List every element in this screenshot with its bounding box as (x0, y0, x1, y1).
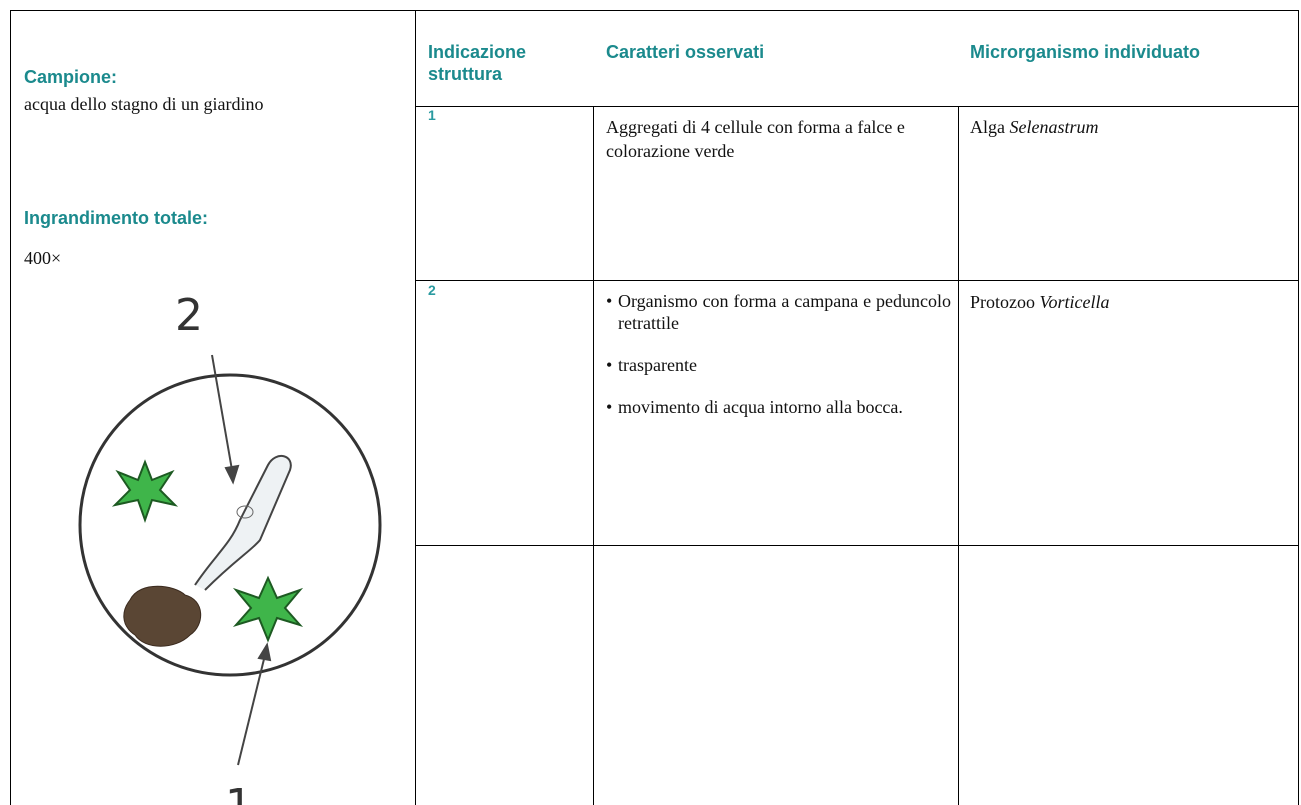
organism-group: Alga (970, 117, 1005, 137)
magnification-label: Ingrandimento totale: (24, 208, 208, 228)
magnification-value: 400× (24, 248, 62, 268)
organism-name: Vorticella (1039, 292, 1110, 312)
vorticella-detail (236, 505, 254, 519)
border (958, 106, 959, 805)
organism-name: Selenastrum (1009, 117, 1099, 137)
structure-number: 2 (428, 282, 436, 298)
header: Indicazione struttura (428, 42, 527, 84)
microscope-drawing: 2 1 (78, 290, 382, 805)
drawing-label: 2 (175, 290, 203, 341)
feature-list: Organismo con forma a campana e peduncol… (606, 290, 951, 438)
arrows (211, 354, 272, 766)
field-of-view (78, 373, 382, 677)
border (415, 106, 1299, 107)
header: Caratteri osservati (606, 42, 765, 62)
vorticella (194, 455, 292, 591)
sample-label: Campione: (24, 67, 118, 87)
debris (123, 585, 202, 647)
sample-value: acqua dello stagno di un giardino (24, 94, 264, 114)
organism: Protozoo Vorticella (970, 290, 1110, 314)
border (415, 545, 1299, 546)
border (1298, 10, 1299, 805)
border (415, 280, 1299, 281)
drawing-label: 1 (225, 780, 253, 805)
border (10, 10, 11, 805)
header: Microrganismo individuato (970, 42, 1201, 62)
features: Aggregati di 4 cellule con forma a falce… (606, 117, 905, 161)
organism: Alga Selenastrum (970, 115, 1099, 139)
feature: movimento di acqua intorno alla bocca. (606, 396, 951, 418)
feature: trasparente (606, 354, 951, 376)
border (415, 10, 416, 805)
organism-group: Protozoo (970, 292, 1035, 312)
border (593, 106, 594, 805)
feature: Organismo con forma a campana e peduncol… (606, 290, 951, 334)
structure-number: 1 (428, 107, 436, 123)
alga (111, 459, 304, 643)
border (10, 10, 1299, 11)
